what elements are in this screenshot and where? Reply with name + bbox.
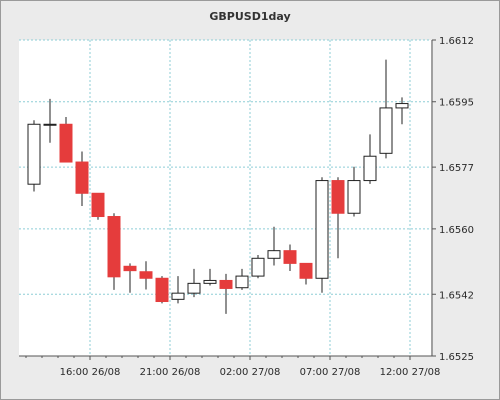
candle [235,268,249,290]
plot-area [19,40,431,356]
candle-body-down [59,123,73,163]
candle-body-down [299,262,313,279]
candle-body-down [219,279,233,289]
candle [283,244,297,272]
y-tick-label: 1.6595 [439,98,474,109]
candle [139,261,153,290]
candle [155,276,169,304]
candle-body-up [379,107,393,154]
candle [315,177,329,293]
candle-body-down [91,192,105,218]
candle [187,268,201,298]
candle-body-up [315,180,329,279]
candle [203,268,217,286]
candle [123,263,137,293]
candle-body-down [75,161,89,194]
x-tick-label: 07:00 27/08 [300,367,361,378]
candle [379,59,393,159]
candle-body-up [187,282,201,294]
candle [91,192,105,220]
candle [395,97,409,125]
candle [107,213,121,290]
candle-body-up [27,123,41,185]
x-axis-labels: 16:00 26/08 21:00 26/08 02:00 27/08 07:00 2… [25,356,441,378]
candle-body-up [43,123,57,126]
candle [299,262,313,285]
candle-body-down [155,277,169,303]
candle [171,276,185,304]
candle-body-up [171,292,185,300]
candle [251,255,265,279]
x-tick-label: 16:00 26/08 [60,367,121,378]
y-tick-label: 1.6577 [439,163,474,174]
candles [27,59,409,314]
candle [59,117,73,163]
y-axis-labels: 1.6525 1.6542 1.6560 1.6577 1.6595 1.6612 [432,36,474,363]
x-tick-label: 21:00 26/08 [140,367,201,378]
candle-body-down [139,271,153,279]
candle-body-down [283,250,297,264]
y-tick-label: 1.6542 [439,290,474,301]
axes [19,40,433,357]
candle [43,98,57,143]
candle [27,120,41,192]
candle-body-up [363,155,377,182]
candle [363,134,377,184]
candle-body-up [267,250,281,259]
candle [331,177,345,259]
y-tick-label: 1.6612 [439,36,474,47]
candle-body-down [331,180,345,214]
x-tick-label: 12:00 27/08 [380,367,441,378]
candle [219,273,233,314]
candle-body-up [235,275,249,289]
chart-title: GBPUSD1day [209,10,291,23]
candle-body-down [123,265,137,272]
candle [267,226,281,266]
candle-body-down [107,216,121,278]
y-tick-label: 1.6560 [439,225,474,236]
candle-body-up [347,180,361,214]
candle-body-up [203,279,217,284]
y-tick-label: 1.6525 [439,352,474,363]
x-tick-label: 02:00 27/08 [220,367,281,378]
candle [347,166,361,217]
candle-body-up [395,103,409,109]
candle [75,151,89,206]
candle-body-up [251,257,265,277]
